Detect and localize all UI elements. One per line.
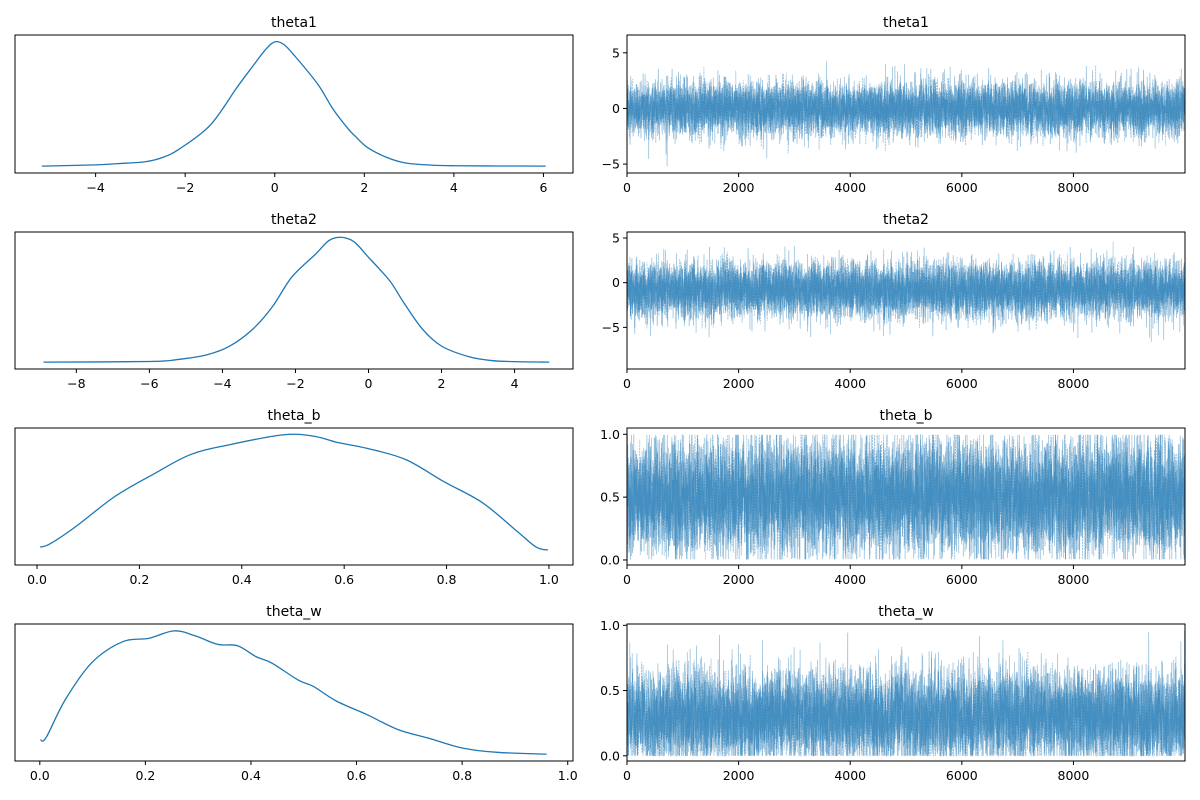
trace-axes-frame	[626, 427, 1186, 566]
x-tick-label: 0	[623, 180, 631, 195]
x-tick-label: 0	[623, 376, 631, 391]
kde-line-theta1	[41, 40, 546, 167]
kde-title: theta_b	[268, 408, 321, 424]
y-tick-label: −5	[602, 320, 620, 335]
x-tick-label: 6000	[946, 376, 978, 391]
x-tick-label: 4	[450, 180, 458, 195]
x-tick-label: 0	[365, 376, 373, 391]
x-tick-label: 2000	[723, 572, 755, 587]
trace-chain-1	[627, 632, 1185, 757]
trace-panel-theta2: theta2 0 2000 4000 6000 8000 −5 0 5	[602, 212, 1186, 391]
trace-title: theta2	[883, 212, 929, 228]
x-tick-label: 1.0	[558, 768, 578, 783]
trace-axes-frame	[626, 231, 1186, 370]
x-tick-label: −4	[213, 376, 231, 391]
y-tick-label: 5	[612, 230, 620, 245]
y-tick-label: 1.0	[600, 618, 620, 633]
x-tick-label: 6000	[946, 768, 978, 783]
kde-line-theta2	[43, 236, 550, 363]
trace-title: theta_w	[878, 604, 934, 620]
x-tick-label: 2	[438, 376, 446, 391]
x-tick-label: 8000	[1058, 768, 1090, 783]
trace-panel-theta_w: theta_w 0 2000 4000 6000 8000 0.0 0.5 1.0	[600, 604, 1186, 783]
kde-panel-theta2: theta2 −8 −6 −4 −2 0 2 4	[14, 212, 574, 391]
trace-chain-3	[627, 63, 1185, 155]
x-tick-label: −4	[86, 180, 104, 195]
kde-title: theta2	[271, 212, 317, 228]
x-tick-label: 8000	[1058, 572, 1090, 587]
y-tick-label: 1.0	[600, 427, 620, 442]
trace-chain-2	[627, 241, 1185, 339]
trace-chain-3	[627, 245, 1185, 338]
trace-chain-2	[627, 630, 1185, 757]
x-tick-label: 0.4	[241, 768, 261, 783]
trace-chain-1	[627, 433, 1185, 560]
x-tick-label: 2000	[723, 180, 755, 195]
trace-axes-frame	[626, 34, 1186, 174]
x-tick-label: −2	[286, 376, 304, 391]
trace-chain-3	[627, 632, 1185, 757]
x-tick-label: 0.4	[232, 572, 252, 587]
x-tick-label: 4000	[834, 572, 866, 587]
x-tick-label: 6000	[946, 180, 978, 195]
trace-chain-2	[627, 65, 1185, 154]
x-tick-label: 0.2	[135, 768, 155, 783]
x-tick-label: 1.0	[539, 572, 559, 587]
y-tick-label: 0	[612, 275, 620, 290]
kde-title: theta_w	[266, 604, 322, 620]
kde-axes-frame	[14, 231, 574, 370]
kde-title: theta1	[271, 15, 317, 31]
y-tick-label: 0.5	[600, 683, 620, 698]
kde-axes-frame	[14, 623, 574, 762]
kde-axes-frame	[14, 427, 574, 566]
x-tick-label: 6	[539, 180, 547, 195]
y-tick-label: 0.0	[600, 748, 620, 763]
trace-title: theta1	[883, 15, 929, 31]
trace-axes-frame	[626, 623, 1186, 762]
kde-line-theta_w	[40, 630, 547, 755]
trace-title: theta_b	[880, 408, 933, 424]
x-tick-label: 0.0	[30, 768, 50, 783]
x-tick-label: −2	[176, 180, 194, 195]
y-tick-label: 0.0	[600, 552, 620, 567]
x-tick-label: 0	[623, 572, 631, 587]
x-tick-label: 2000	[723, 376, 755, 391]
x-tick-label: −6	[140, 376, 158, 391]
y-tick-label: 5	[612, 45, 620, 60]
y-tick-label: −5	[602, 157, 620, 172]
trace-chain-2	[627, 434, 1185, 560]
kde-panel-theta1: theta1 −4 −2 0 2 4 6	[14, 15, 574, 195]
trace-chain-1	[627, 61, 1185, 167]
x-tick-label: 8000	[1058, 376, 1090, 391]
x-tick-label: 8000	[1058, 180, 1090, 195]
x-tick-label: 2	[360, 180, 368, 195]
kde-axes-frame	[14, 34, 574, 174]
x-tick-label: 0.6	[347, 768, 367, 783]
x-tick-label: 0.2	[129, 572, 149, 587]
x-tick-label: 4000	[834, 376, 866, 391]
y-tick-label: 0	[612, 101, 620, 116]
kde-panel-theta_b: theta_b 0.0 0.2 0.4 0.6 0.8 1.0	[14, 408, 574, 587]
x-tick-label: 0	[623, 768, 631, 783]
kde-line-theta_b	[39, 433, 549, 551]
x-tick-label: 4000	[834, 180, 866, 195]
kde-panel-theta_w: theta_w 0.0 0.2 0.4 0.6 0.8 1.0	[14, 604, 578, 783]
x-tick-label: 0	[271, 180, 279, 195]
x-tick-label: 0.8	[452, 768, 472, 783]
y-tick-label: 0.5	[600, 490, 620, 505]
trace-chain-3	[627, 433, 1185, 560]
trace-chain-1	[627, 246, 1185, 342]
trace-panel-theta_b: theta_b 0 2000 4000 6000 8000 0.0 0.5 1.0	[600, 408, 1186, 587]
x-tick-label: 6000	[946, 572, 978, 587]
x-tick-label: 0.0	[27, 572, 47, 587]
x-tick-label: 2000	[723, 768, 755, 783]
x-tick-label: 0.6	[334, 572, 354, 587]
x-tick-label: 4	[511, 376, 519, 391]
x-tick-label: −8	[67, 376, 85, 391]
x-tick-label: 0.8	[437, 572, 457, 587]
x-tick-label: 4000	[834, 768, 866, 783]
